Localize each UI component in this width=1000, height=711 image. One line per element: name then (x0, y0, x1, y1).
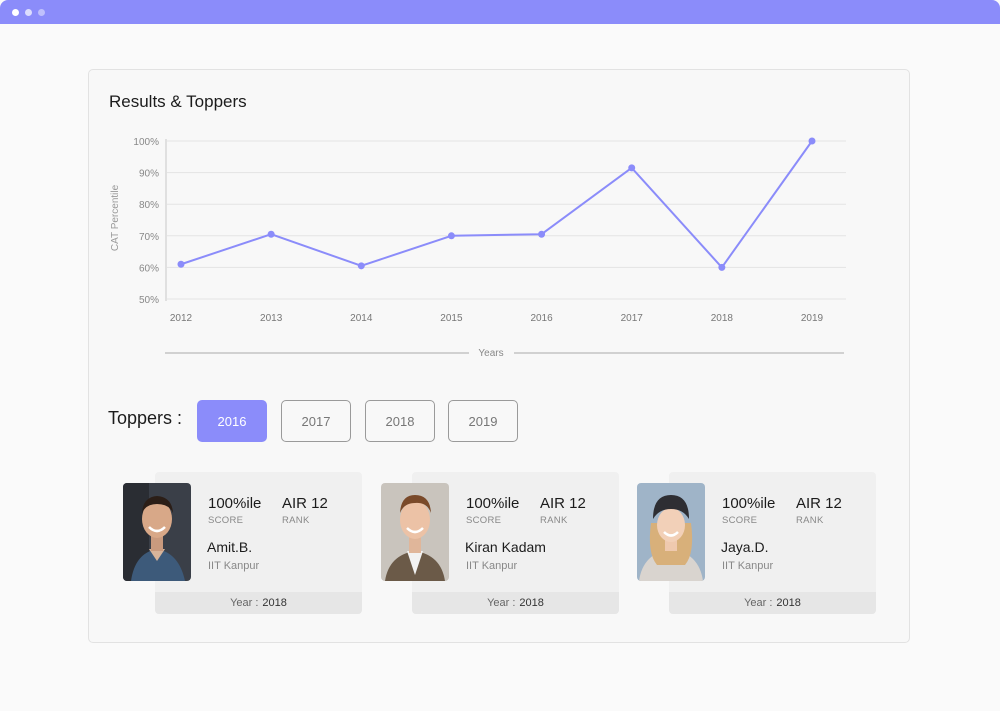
score-value: 100%ile (466, 495, 520, 512)
rank-value: AIR 12 (540, 495, 586, 512)
score-value: 100%ile (208, 495, 262, 512)
x-tick-label: 2014 (350, 313, 373, 324)
rank-stat: AIR 12 RANK (282, 495, 328, 526)
x-tick-label: 2016 (530, 313, 553, 324)
card-footer: Year : 2018 (412, 592, 619, 614)
topper-institute: IIT Kanpur (208, 560, 260, 572)
score-value: 100%ile (722, 495, 776, 512)
data-point (357, 262, 365, 270)
series-line (180, 140, 813, 269)
tab-year-2019[interactable]: 2019 (448, 400, 518, 442)
year-label: Year : (230, 597, 259, 609)
data-point (808, 137, 816, 145)
tab-year-2016[interactable]: 2016 (197, 400, 267, 442)
tab-year-2017[interactable]: 2017 (281, 400, 351, 442)
avatar (637, 483, 705, 581)
score-stat: 100%ile SCORE (722, 495, 775, 526)
x-tick-label: 2015 (440, 313, 463, 324)
rank-label: RANK (282, 515, 310, 526)
panel-title: Results & Toppers (109, 92, 247, 111)
tab-year-2018[interactable]: 2018 (365, 400, 435, 442)
rank-stat: AIR 12 RANK (540, 495, 586, 526)
year-label: Year : (744, 597, 773, 609)
year-label: Year : (487, 597, 516, 609)
y-tick-label: 80% (139, 200, 159, 211)
data-point (267, 230, 275, 238)
topper-name: Jaya.D. (721, 539, 769, 555)
window-minimize-dot[interactable] (25, 9, 32, 16)
y-tick-label: 90% (139, 169, 159, 180)
data-point (447, 232, 455, 240)
topper-institute: IIT Kanpur (466, 560, 518, 572)
y-tick-label: 100% (133, 137, 159, 148)
x-tick-label: 2013 (260, 313, 283, 324)
rank-label: RANK (540, 515, 568, 526)
window-maximize-dot[interactable] (38, 9, 45, 16)
y-tick-label: 60% (139, 263, 159, 274)
avatar (381, 483, 449, 581)
x-axis-title: Years (478, 348, 503, 359)
x-tick-label: 2018 (711, 313, 734, 324)
y-tick-label: 50% (139, 295, 159, 306)
results-panel: Results & Toppers 100% 90% 80% 70% 60% 50% CAT… (88, 69, 910, 643)
topper-name: Kiran Kadam (465, 539, 546, 555)
score-stat: 100%ile SCORE (208, 495, 261, 526)
card-footer: Year : 2018 (669, 592, 876, 614)
score-label: SCORE (466, 515, 502, 526)
data-point (538, 230, 546, 238)
year-value: 2018 (519, 597, 544, 609)
x-tick-label: 2019 (801, 313, 824, 324)
data-point (628, 164, 636, 172)
rank-value: AIR 12 (282, 495, 328, 512)
year-value: 2018 (262, 597, 287, 609)
year-value: 2018 (776, 597, 801, 609)
toppers-label: Toppers : (108, 408, 183, 428)
y-axis-title: CAT Percentile (110, 184, 121, 251)
window-titlebar (0, 0, 1000, 24)
rank-value: AIR 12 (796, 495, 842, 512)
score-label: SCORE (208, 515, 244, 526)
percentile-line-chart: 100% 90% 80% 70% 60% 50% CAT Percentile 2012 201… (110, 137, 846, 359)
score-label: SCORE (722, 515, 758, 526)
x-tick-label: 2012 (170, 313, 193, 324)
avatar (123, 483, 191, 581)
topper-institute: IIT Kanpur (722, 560, 774, 572)
y-tick-label: 70% (139, 232, 159, 243)
rank-stat: AIR 12 RANK (796, 495, 842, 526)
x-tick-label: 2017 (621, 313, 644, 324)
data-point (177, 260, 185, 268)
rank-label: RANK (796, 515, 824, 526)
score-stat: 100%ile SCORE (466, 495, 519, 526)
data-point (718, 263, 726, 271)
topper-name: Amit.B. (207, 539, 253, 555)
window-close-dot[interactable] (12, 9, 19, 16)
card-footer: Year : 2018 (155, 592, 362, 614)
